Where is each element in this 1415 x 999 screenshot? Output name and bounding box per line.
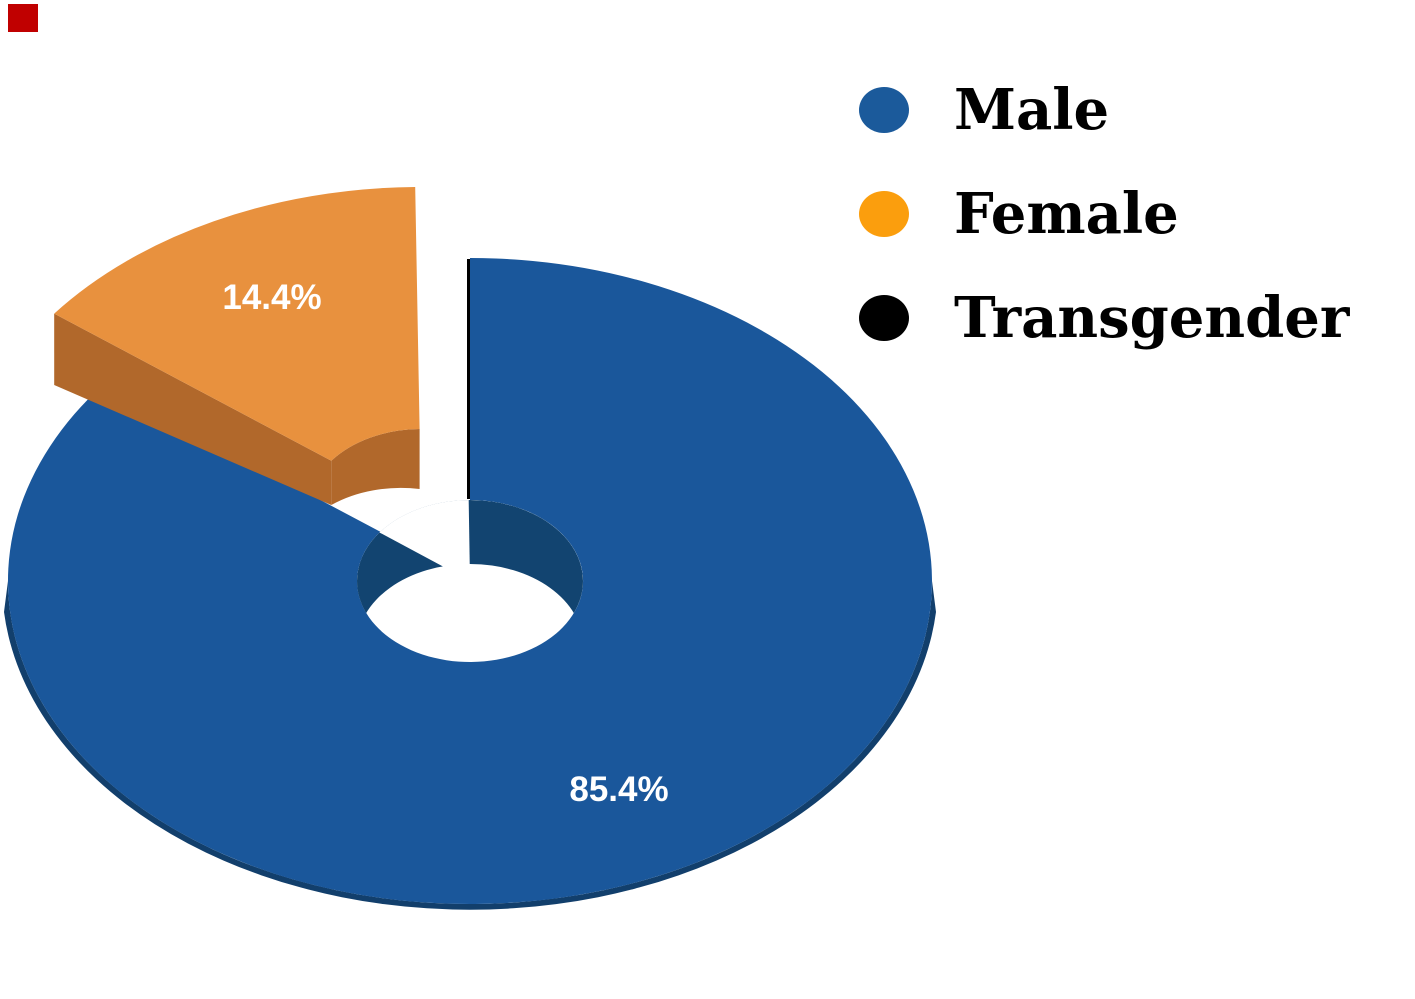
legend-swatch-female-icon [859,191,909,237]
legend-swatch-transgender-icon [859,295,909,341]
legend-swatch-male-icon [859,87,909,133]
red-corner-marker [8,4,38,32]
female-slice[interactable] [54,187,420,461]
legend-item-transgender[interactable]: Transgender [858,285,1350,351]
exploded-gap-cutout [357,500,470,581]
legend-label-male: Male [954,77,1110,143]
legend-label-transgender: Transgender [954,285,1350,351]
legend-label-female: Female [954,181,1179,247]
legend: Male Female Transgender [858,77,1350,351]
legend-item-female[interactable]: Female [858,181,1349,247]
female-slice-inner-wall [331,429,420,505]
legend-item-male[interactable]: Male [858,77,1349,143]
male-slice[interactable] [7,258,932,904]
female-slice-side [54,313,332,505]
